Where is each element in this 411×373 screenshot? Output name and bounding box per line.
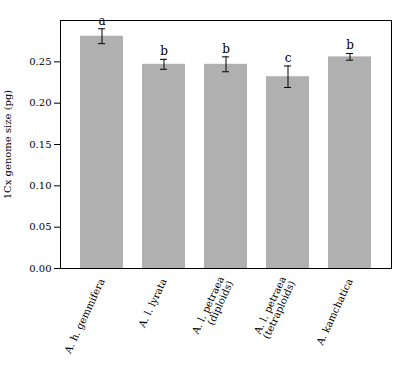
svg-text:a: a	[98, 13, 106, 28]
svg-text:A. l. petraea(diploids): A. l. petraea(diploids)	[190, 275, 236, 341]
svg-text:b: b	[346, 38, 354, 52]
svg-text:0.20: 0.20	[29, 97, 51, 108]
svg-text:b: b	[160, 44, 168, 58]
svg-text:0.10: 0.10	[29, 180, 51, 191]
svg-text:c: c	[285, 51, 292, 65]
svg-text:A. l. petraea(tetraploids): A. l. petraea(tetraploids)	[252, 275, 298, 341]
svg-text:A. h. gemmifera: A. h. gemmifera	[62, 277, 107, 356]
svg-text:b: b	[222, 42, 230, 56]
svg-text:0.15: 0.15	[29, 139, 51, 150]
svg-text:A. kamchatica: A. kamchatica	[314, 277, 355, 348]
svg-text:A. l. lyrata: A. l. lyrata	[136, 277, 169, 330]
svg-text:0.05: 0.05	[29, 221, 51, 232]
svg-text:0.25: 0.25	[29, 56, 51, 67]
svg-text:1Cx genome size (pg): 1Cx genome size (pg)	[2, 90, 13, 200]
svg-text:0.00: 0.00	[29, 263, 51, 274]
